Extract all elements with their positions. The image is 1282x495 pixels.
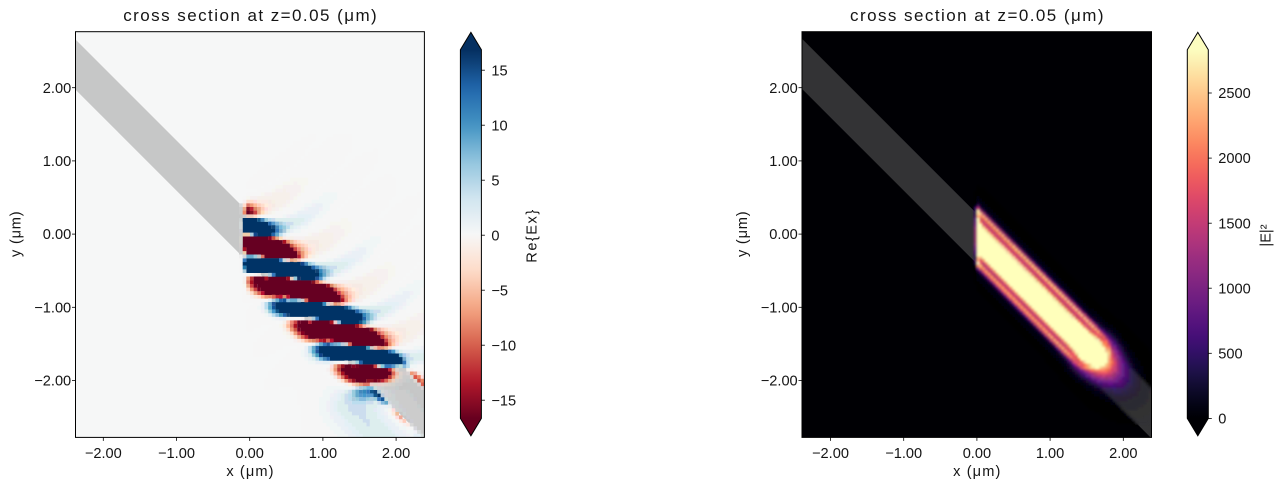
svg-text:−2.00: −2.00 [85,446,122,462]
svg-text:Re{Ex}: Re{Ex} [524,208,540,262]
svg-text:1000: 1000 [1218,281,1250,297]
svg-text:500: 500 [1218,346,1242,362]
svg-text:cross section at z=0.05 (μm): cross section at z=0.05 (μm) [850,6,1105,25]
svg-text:15: 15 [491,63,507,79]
svg-text:0.00: 0.00 [963,446,991,462]
svg-text:0.00: 0.00 [235,446,263,462]
svg-text:2000: 2000 [1218,151,1250,167]
svg-text:−10: −10 [491,338,516,354]
svg-text:2.00: 2.00 [1109,446,1137,462]
svg-text:1.00: 1.00 [43,154,71,170]
svg-text:−2.00: −2.00 [34,374,71,390]
svg-text:5: 5 [491,173,499,189]
svg-text:y (μm): y (μm) [735,211,751,257]
svg-text:−2.00: −2.00 [812,446,849,462]
svg-text:cross section at z=0.05 (μm): cross section at z=0.05 (μm) [123,6,378,25]
svg-text:0: 0 [1218,412,1226,428]
svg-text:−15: −15 [491,393,516,409]
svg-text:−1.00: −1.00 [761,300,798,316]
svg-text:1.00: 1.00 [1036,446,1064,462]
svg-text:−1.00: −1.00 [885,446,922,462]
svg-text:1500: 1500 [1218,216,1250,232]
svg-text:0: 0 [491,228,499,244]
svg-text:2.00: 2.00 [769,81,797,97]
svg-text:10: 10 [491,118,507,134]
svg-text:0.00: 0.00 [43,227,71,243]
svg-text:0.00: 0.00 [769,227,797,243]
svg-text:1.00: 1.00 [309,446,337,462]
svg-text:x (μm): x (μm) [953,464,1001,480]
svg-text:−1.00: −1.00 [34,300,71,316]
svg-text:−1.00: −1.00 [158,446,195,462]
svg-text:2.00: 2.00 [382,446,410,462]
svg-text:1.00: 1.00 [769,154,797,170]
svg-text:2500: 2500 [1218,86,1250,102]
svg-text:−5: −5 [491,283,508,299]
svg-text:|E|²: |E|² [1259,224,1275,246]
svg-text:x (μm): x (μm) [226,464,274,480]
svg-text:−2.00: −2.00 [761,374,798,390]
svg-text:y (μm): y (μm) [9,211,25,257]
svg-text:2.00: 2.00 [43,81,71,97]
